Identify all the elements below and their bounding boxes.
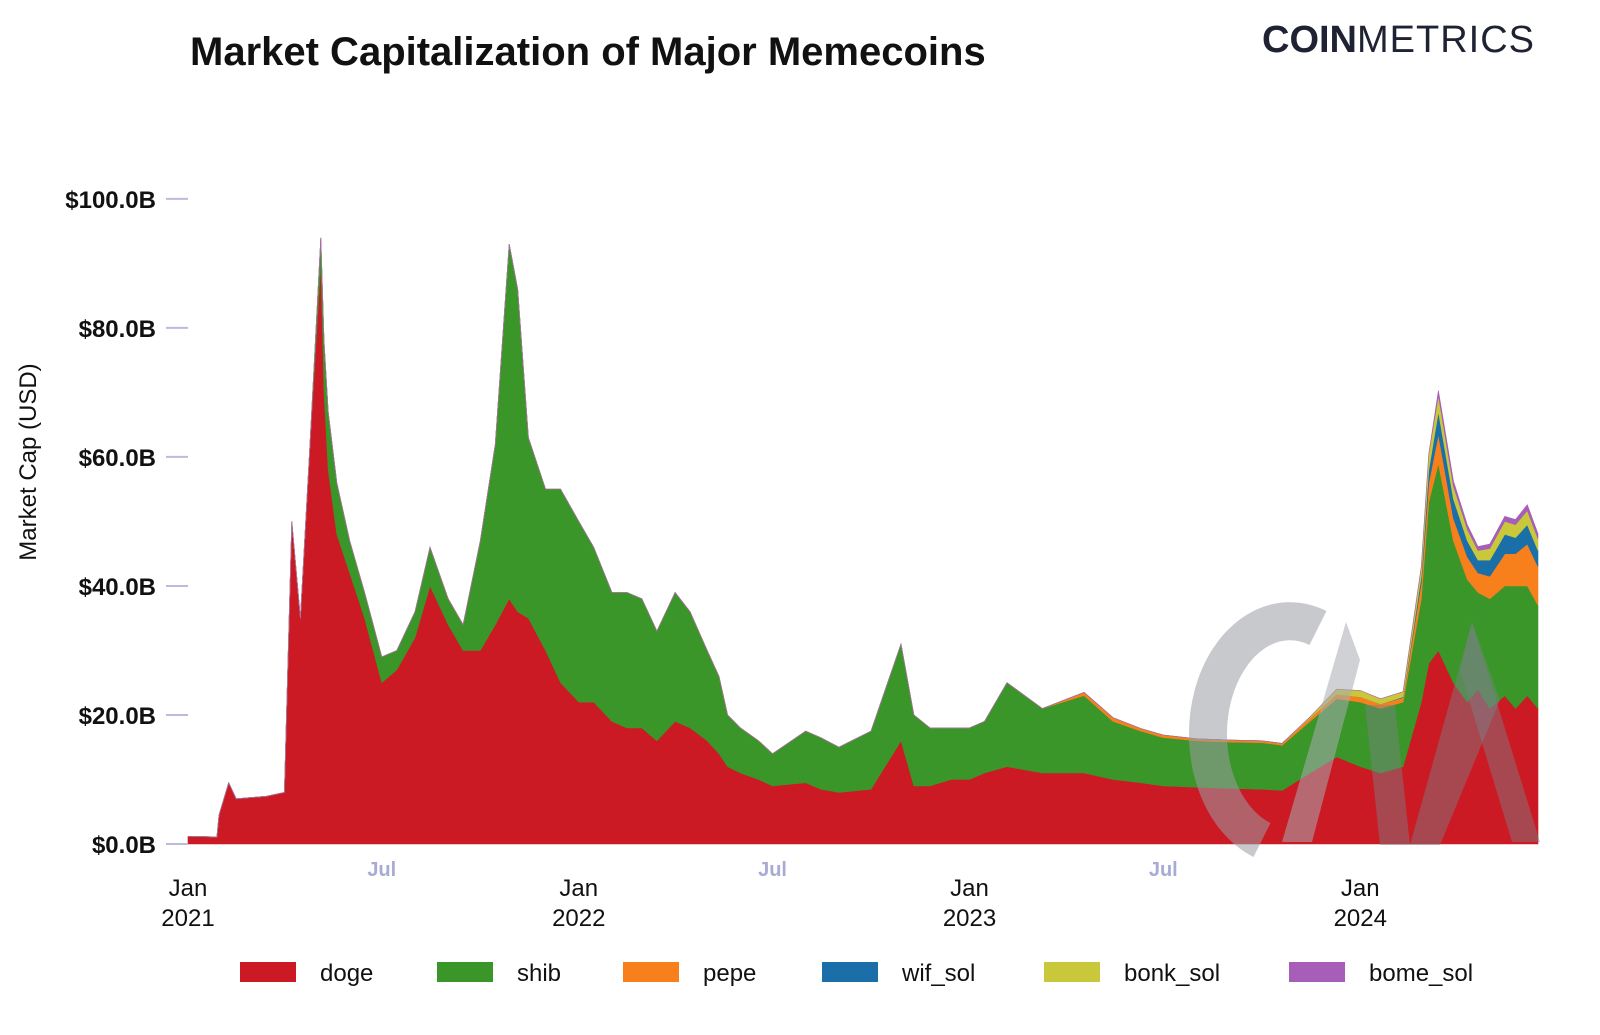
x-tick-label-year: 2023	[943, 905, 996, 932]
x-tick-label-year: 2022	[552, 905, 605, 932]
legend-item-doge[interactable]: doge	[240, 960, 373, 987]
area-bome-sol	[187, 237, 1539, 838]
legend-swatch	[1044, 962, 1100, 982]
x-minor-tick-label: Jul	[758, 859, 787, 881]
y-tick-label: $0.0B	[92, 832, 156, 859]
legend-label: shib	[517, 960, 561, 987]
legend-swatch	[437, 962, 493, 982]
legend-item-wif-sol[interactable]: wif_sol	[822, 960, 975, 987]
x-minor-tick-label: Jul	[1149, 859, 1178, 881]
y-tick-label: $40.0B	[79, 574, 156, 601]
x-tick-label-month: Jan	[169, 875, 208, 902]
legend-swatch	[1289, 962, 1345, 982]
legend-swatch	[822, 962, 878, 982]
legend: doge shib pepe wif_sol bonk_sol bome_sol	[240, 960, 1473, 987]
legend-label: wif_sol	[901, 960, 975, 987]
y-axis: $0.0B $20.0B $40.0B $60.0B $80.0B $100.0B	[65, 187, 188, 859]
legend-label: bome_sol	[1369, 960, 1473, 987]
y-axis-label: Market Cap (USD)	[15, 363, 42, 560]
y-tick-label: $60.0B	[79, 445, 156, 472]
y-tick-label: $80.0B	[79, 316, 156, 343]
legend-label: doge	[320, 960, 373, 987]
x-tick-label-year: 2024	[1334, 905, 1387, 932]
y-tick-label: $20.0B	[79, 703, 156, 730]
x-tick-label-year: 2021	[161, 905, 214, 932]
legend-item-shib[interactable]: shib	[437, 960, 561, 987]
x-axis: Jan 2021 Jan 2022 Jan 2023 Jan 2024 Jul Jul Jul	[161, 859, 1387, 932]
x-tick-label-month: Jan	[950, 875, 989, 902]
x-tick-label-month: Jan	[559, 875, 598, 902]
chart-title: Market Capitalization of Major Memecoins	[190, 30, 986, 74]
area-layers	[187, 237, 1539, 845]
legend-item-pepe[interactable]: pepe	[623, 960, 756, 987]
legend-label: bonk_sol	[1124, 960, 1220, 987]
legend-swatch	[240, 962, 296, 982]
x-minor-tick-label: Jul	[367, 859, 396, 881]
legend-item-bome-sol[interactable]: bome_sol	[1289, 960, 1473, 987]
legend-item-bonk-sol[interactable]: bonk_sol	[1044, 960, 1220, 987]
x-tick-label-month: Jan	[1341, 875, 1380, 902]
brand-logo: COINMETRICS	[1262, 19, 1535, 61]
y-tick-label: $100.0B	[65, 187, 156, 214]
watermark-logo	[1188, 602, 1540, 857]
brand-logo-light: METRICS	[1357, 19, 1535, 61]
legend-label: pepe	[703, 960, 756, 987]
brand-logo-bold: COIN	[1262, 19, 1357, 61]
legend-swatch	[623, 962, 679, 982]
